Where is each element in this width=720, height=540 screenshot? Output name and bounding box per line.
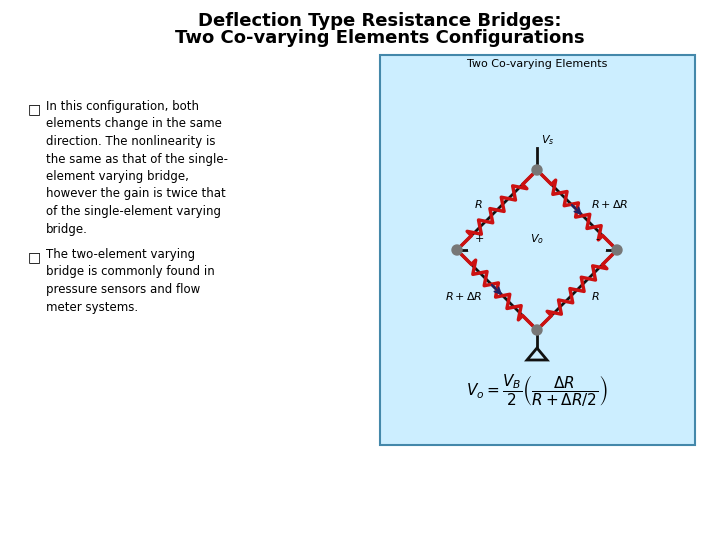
Circle shape: [532, 325, 542, 335]
Text: □: □: [28, 102, 41, 116]
Text: +: +: [475, 234, 485, 244]
Text: The two-element varying
bridge is commonly found in
pressure sensors and flow
me: The two-element varying bridge is common…: [46, 248, 215, 314]
Bar: [380, 55, 695, 445]
Text: Two Co-varying Elements Configurations: Two Co-varying Elements Configurations: [175, 29, 585, 47]
Circle shape: [597, 246, 605, 254]
Text: $V_s$: $V_s$: [541, 133, 554, 147]
Text: $R$: $R$: [474, 198, 483, 210]
Text: $V_o = \dfrac{V_B}{2}\left(\dfrac{\Delta R}{R + \Delta R/2}\right)$: $V_o = \dfrac{V_B}{2}\left(\dfrac{\Delta…: [467, 373, 608, 409]
Circle shape: [532, 165, 542, 175]
Text: □: □: [28, 250, 41, 264]
Text: Deflection Type Resistance Bridges:: Deflection Type Resistance Bridges:: [198, 12, 562, 30]
Text: $R + \Delta R$: $R + \Delta R$: [446, 290, 483, 302]
Text: Two Co-varying Elements: Two Co-varying Elements: [467, 59, 608, 69]
Circle shape: [452, 245, 462, 255]
Text: $R+\Delta R$: $R+\Delta R$: [591, 198, 629, 210]
Text: -: -: [595, 234, 599, 244]
Circle shape: [612, 245, 622, 255]
Circle shape: [469, 246, 477, 254]
Text: $V_o$: $V_o$: [530, 232, 544, 246]
Text: In this configuration, both
elements change in the same
direction. The nonlinear: In this configuration, both elements cha…: [46, 100, 228, 235]
Text: $R$: $R$: [591, 290, 600, 302]
